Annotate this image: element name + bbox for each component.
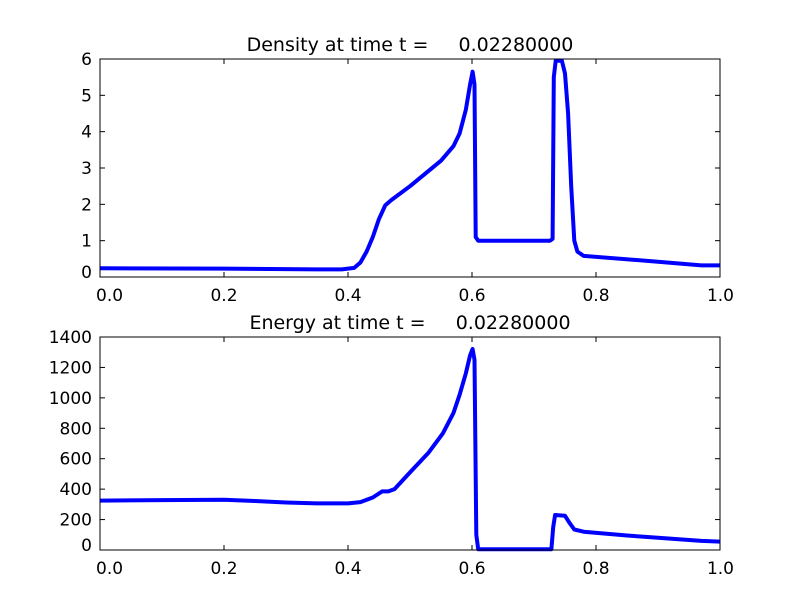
y-tick-label: 6 xyxy=(81,50,92,70)
y-tick-label: 0 xyxy=(81,263,92,283)
y-tick-label: 2 xyxy=(81,195,92,215)
x-tick-label: 0.4 xyxy=(334,286,361,306)
y-tick-label: 600 xyxy=(60,450,92,470)
y-tick-label: 1 xyxy=(81,232,92,252)
chart-title: Density at time t = 0.02280000 xyxy=(247,34,574,56)
x-tick-label: 0.2 xyxy=(210,559,237,579)
x-tick-label: 0.2 xyxy=(210,286,237,306)
x-tick-label: 0.8 xyxy=(582,559,609,579)
x-tick-label: 0.0 xyxy=(96,559,123,579)
y-tick-label: 1000 xyxy=(49,389,92,409)
y-tick-label: 5 xyxy=(81,86,92,106)
y-tick-label: 0 xyxy=(81,536,92,556)
y-tick-label: 3 xyxy=(81,159,92,179)
data-line xyxy=(99,58,720,272)
y-tick-label: 200 xyxy=(60,511,92,531)
y-tick-label: 1200 xyxy=(49,358,92,378)
x-tick-label: 0.0 xyxy=(96,286,123,306)
x-tick-label: 0.6 xyxy=(458,286,485,306)
y-tick-label: 400 xyxy=(60,480,92,500)
axes-frame xyxy=(99,336,721,551)
density-plot: 0.0 0.2 0.4 0.6 0.8 1.0 0 1 2 3 4 5 6 Density at time… xyxy=(81,34,734,306)
x-tick-label: 0.6 xyxy=(458,559,485,579)
data-line xyxy=(99,347,721,552)
x-tick-label: 0.4 xyxy=(334,559,361,579)
chart-title: Energy at time t = 0.02280000 xyxy=(249,312,570,334)
x-tick-label: 1.0 xyxy=(707,559,734,579)
x-tick-label: 1.0 xyxy=(707,286,734,306)
y-tick-label: 1400 xyxy=(49,328,92,348)
energy-plot: 0.0 0.2 0.4 0.6 0.8 1.0 0 200 400 600 800 1000 1200 1… xyxy=(49,312,734,579)
x-tick-label: 0.8 xyxy=(582,286,609,306)
y-tick-label: 800 xyxy=(60,419,92,439)
axes-frame xyxy=(99,58,721,278)
y-tick-label: 4 xyxy=(81,123,92,143)
